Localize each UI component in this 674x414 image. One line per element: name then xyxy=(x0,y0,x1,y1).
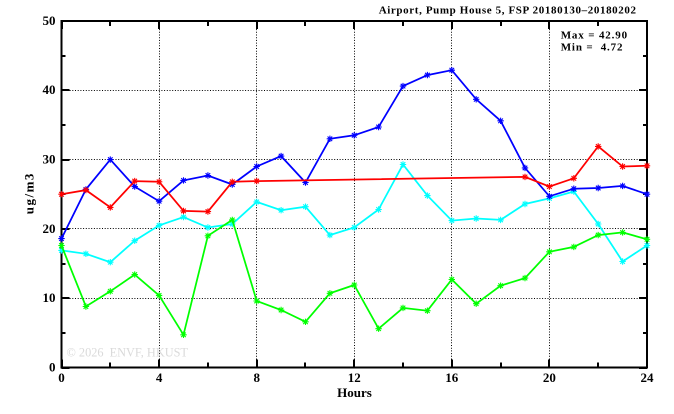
svg-text:Min = 4.72: Min = 4.72 xyxy=(561,42,624,54)
svg-text:Max = 42.90: Max = 42.90 xyxy=(561,30,628,42)
svg-text:30: 30 xyxy=(43,152,56,167)
svg-text:8: 8 xyxy=(253,370,260,385)
svg-text:0: 0 xyxy=(58,370,65,385)
svg-text:20: 20 xyxy=(543,370,556,385)
svg-text:ug/m3: ug/m3 xyxy=(22,172,37,214)
svg-text:Hours: Hours xyxy=(337,385,372,400)
svg-text:10: 10 xyxy=(43,290,56,305)
svg-text:16: 16 xyxy=(445,370,459,385)
svg-text:40: 40 xyxy=(43,82,56,97)
svg-text:24: 24 xyxy=(641,370,655,385)
svg-text:20: 20 xyxy=(43,221,56,236)
svg-text:© 2026 ENVF, HKUST: © 2026 ENVF, HKUST xyxy=(67,346,189,360)
svg-text:50: 50 xyxy=(43,13,56,28)
svg-text:4: 4 xyxy=(156,370,163,385)
svg-text:0: 0 xyxy=(49,359,56,374)
svg-text:12: 12 xyxy=(348,370,361,385)
svg-text:Airport, Pump House 5, FSP 201: Airport, Pump House 5, FSP 20180130–2018… xyxy=(379,4,637,16)
